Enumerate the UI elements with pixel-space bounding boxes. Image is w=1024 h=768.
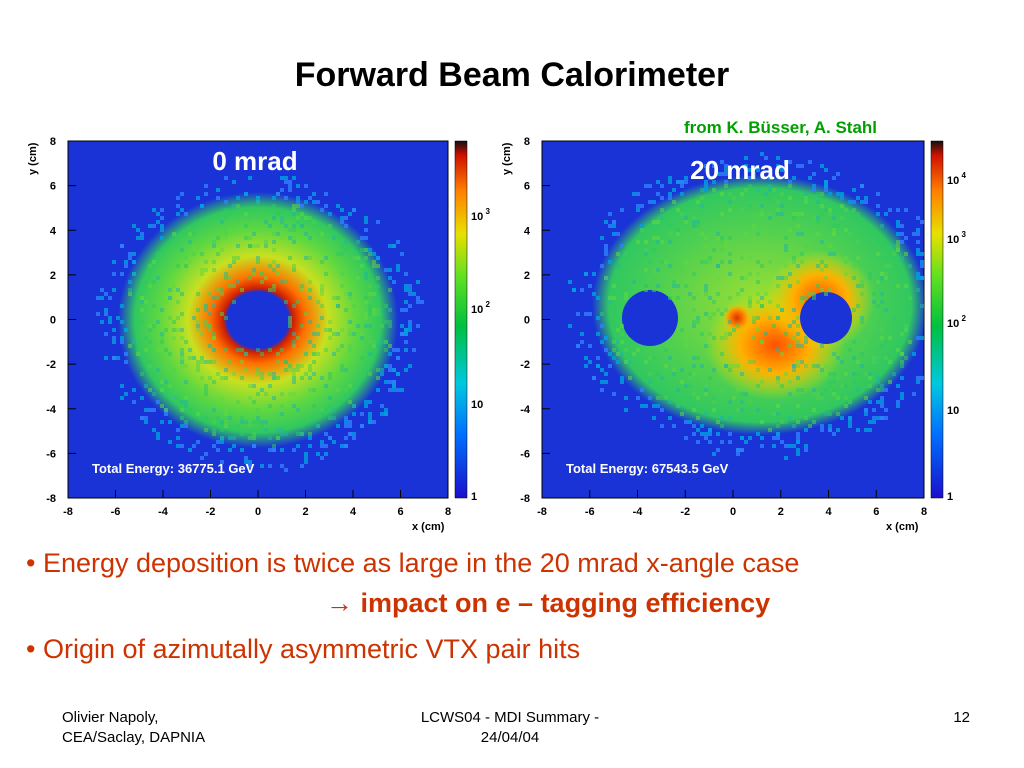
y-tick-label: -8 (46, 493, 56, 505)
total-energy: Total Energy: 67543.5 GeV (566, 461, 729, 476)
credit-text: from K. Büsser, A. Stahl (684, 118, 878, 137)
bullet-origin: • Origin of azimutally asymmetric VTX pa… (26, 634, 581, 664)
x-tick-label: 2 (778, 506, 784, 518)
x-tick-label: -2 (680, 506, 690, 518)
heatmap (96, 176, 424, 472)
x-tick-label: -4 (633, 506, 644, 518)
impact-text: impact on e – tagging efficiency (360, 588, 771, 618)
event-date: 24/04/04 (480, 729, 540, 746)
y-tick-label: 2 (50, 270, 56, 282)
page-number: 12 (953, 709, 970, 726)
y-tick-label: -2 (46, 359, 56, 371)
plot-label: 20 mrad (690, 155, 790, 185)
colorbar-tick-label: 10 2 (471, 300, 490, 316)
y-tick-label: 2 (524, 270, 530, 282)
bullet-impact: → impact on e – tagging efficiency (326, 588, 770, 619)
y-tick-label: 6 (524, 181, 530, 193)
x-tick-label: 8 (445, 506, 451, 518)
x-tick-label: 6 (397, 506, 403, 518)
y-tick-label: -6 (520, 448, 530, 460)
plot-0mrad: -8 -6 -4 -2 0 2 4 6 8 8 6 4 2 0 -2 -4 -6 -8 10 3 10 2 10 1 0… (27, 136, 490, 533)
y-tick-label: 0 (50, 315, 56, 327)
heatmap (568, 152, 924, 460)
y-tick-label: -6 (46, 448, 56, 460)
colorbar-tick-label: 10 3 (471, 207, 490, 223)
author-name: Olivier Napoly, (62, 709, 159, 726)
colorbar (930, 140, 944, 499)
y-tick-label: 4 (524, 225, 531, 237)
footer-author: Olivier Napoly, CEA/Saclay, DAPNIA (62, 708, 205, 748)
arrow-glyph: → (326, 588, 353, 618)
slide-title: Forward Beam Calorimeter (294, 56, 730, 94)
y-tick-label: 8 (50, 136, 56, 148)
y-tick-label: -8 (520, 493, 530, 505)
y-tick-label: 8 (524, 136, 530, 148)
y-axis-label: y (cm) (501, 142, 513, 175)
x-tick-label: -8 (63, 506, 73, 518)
x-axis-label: x (cm) (886, 521, 919, 533)
x-tick-label: -8 (537, 506, 547, 518)
colorbar-tick-label: 10 (471, 399, 483, 411)
colorbar-tick-label: 10 4 (947, 171, 966, 187)
colorbar-tick-label: 1 (471, 491, 477, 503)
x-tick-label: 0 (730, 506, 736, 518)
colorbar-tick-label: 10 3 (947, 230, 966, 246)
x-tick-label: -6 (585, 506, 595, 518)
event-name: LCWS04 - MDI Summary - (420, 709, 600, 726)
y-tick-label: -2 (520, 359, 530, 371)
footer-event: LCWS04 - MDI Summary - 24/04/04 (360, 708, 660, 748)
colorbar (454, 140, 468, 499)
colorbar-tick-label: 10 2 (947, 314, 966, 330)
x-tick-label: 8 (921, 506, 927, 518)
x-axis-label: x (cm) (412, 521, 445, 533)
y-tick-label: 0 (524, 315, 530, 327)
x-tick-label: 6 (873, 506, 879, 518)
x-tick-label: -6 (111, 506, 121, 518)
plot-20mrad: -8 -6 -4 -2 0 2 4 6 8 8 6 4 2 0 -2 -4 -6 -8 10 4 10 3 10 2 1… (501, 136, 966, 533)
total-energy: Total Energy: 36775.1 GeV (92, 461, 255, 476)
author-affiliation: CEA/Saclay, DAPNIA (62, 729, 206, 746)
y-tick-label: 6 (50, 181, 56, 193)
y-tick-label: -4 (520, 404, 531, 416)
y-tick-label: -4 (46, 404, 57, 416)
x-tick-label: 4 (825, 506, 832, 518)
x-tick-label: -2 (206, 506, 216, 518)
plot-label: 0 mrad (212, 146, 297, 176)
x-tick-label: -4 (158, 506, 169, 518)
x-tick-label: 4 (350, 506, 357, 518)
x-tick-label: 2 (302, 506, 308, 518)
x-tick-label: 0 (255, 506, 261, 518)
bullet-energy: • Energy deposition is twice as large in… (26, 548, 800, 578)
colorbar-tick-label: 1 (947, 491, 953, 503)
colorbar-tick-label: 10 (947, 405, 959, 417)
y-tick-label: 4 (50, 225, 57, 237)
y-axis-label: y (cm) (27, 142, 39, 175)
